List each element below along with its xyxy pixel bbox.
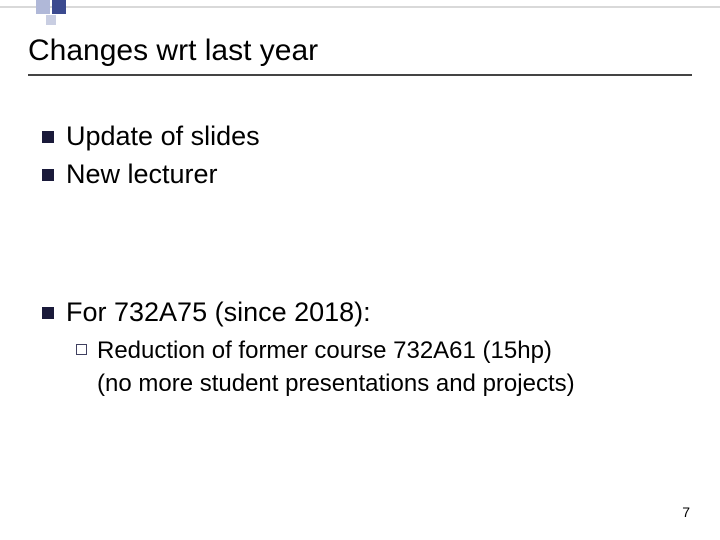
decoration-square-dark: [52, 0, 66, 14]
decoration-square-small: [46, 15, 56, 25]
slide-decoration: [0, 0, 720, 30]
decoration-line: [0, 6, 720, 8]
sub-bullet-text: Reduction of former course 732A61 (15hp)…: [97, 335, 575, 400]
slide-content: Update of slides New lecturer For 732A75…: [42, 120, 682, 400]
bullet-square-icon: [42, 169, 54, 181]
bullet-item: For 732A75 (since 2018):: [42, 296, 682, 330]
spacing: [42, 196, 682, 296]
decoration-square-light: [36, 0, 50, 14]
slide-title: Changes wrt last year: [28, 34, 318, 68]
sub-line-1: Reduction of former course 732A61 (15hp): [97, 337, 552, 364]
bullet-item: Update of slides: [42, 120, 682, 154]
title-underline: [28, 74, 692, 76]
bullet-square-icon: [42, 307, 54, 319]
bullet-text: New lecturer: [66, 158, 218, 192]
bullet-square-icon: [42, 131, 54, 143]
page-number: 7: [682, 504, 690, 520]
sub-line-2: (no more student presentations and proje…: [97, 370, 575, 397]
bullet-text: For 732A75 (since 2018):: [66, 296, 371, 330]
sub-bullet-square-icon: [76, 344, 87, 355]
bullet-text: Update of slides: [66, 120, 260, 154]
bullet-item: New lecturer: [42, 158, 682, 192]
sub-bullet-item: Reduction of former course 732A61 (15hp)…: [76, 335, 682, 400]
